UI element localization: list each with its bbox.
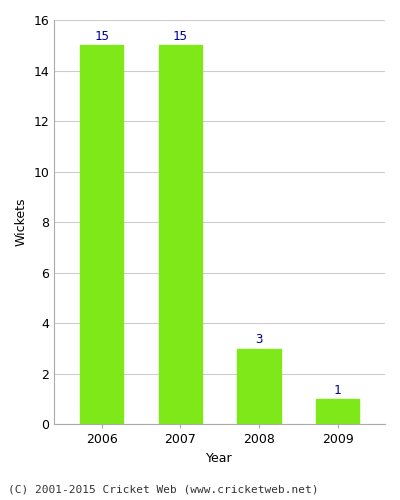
- Bar: [80, 46, 123, 424]
- Bar: [237, 348, 281, 424]
- Text: 3: 3: [255, 333, 263, 346]
- Text: 1: 1: [334, 384, 342, 396]
- Bar: [316, 399, 360, 424]
- Text: 15: 15: [173, 30, 188, 43]
- Text: 15: 15: [94, 30, 109, 43]
- X-axis label: Year: Year: [206, 452, 233, 465]
- Y-axis label: Wickets: Wickets: [15, 198, 28, 246]
- Text: (C) 2001-2015 Cricket Web (www.cricketweb.net): (C) 2001-2015 Cricket Web (www.cricketwe…: [8, 485, 318, 495]
- Bar: [159, 46, 202, 424]
